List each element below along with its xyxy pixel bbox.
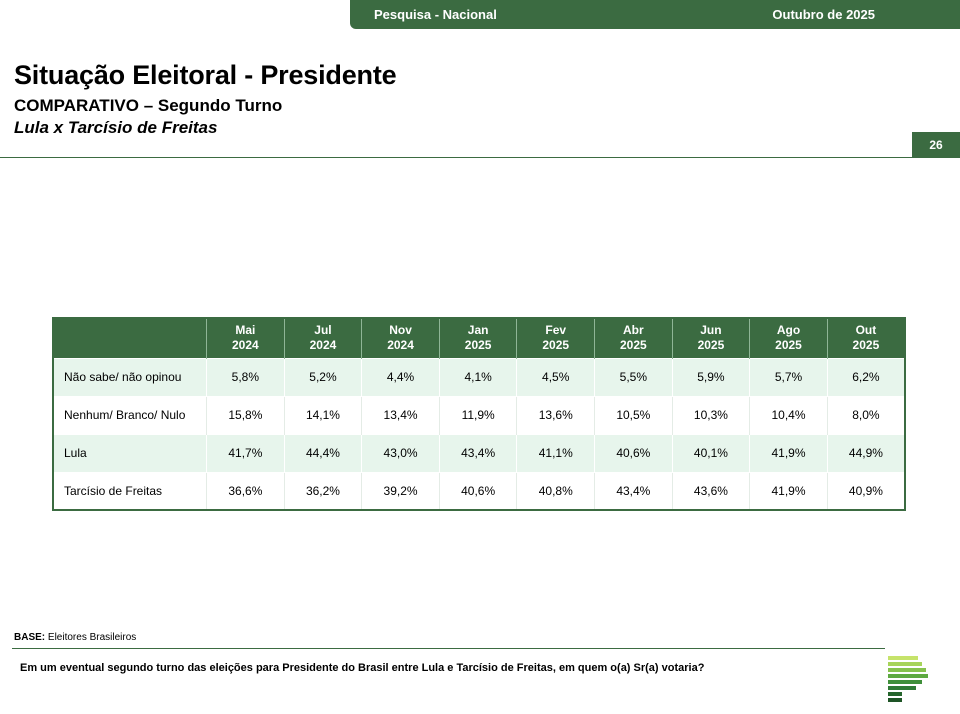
column-header: Jun 2025	[671, 318, 750, 358]
base-label: BASE:	[14, 632, 46, 643]
table-cell: 43,4%	[594, 471, 673, 510]
table-cell: 44,9%	[826, 433, 905, 472]
table-cell: 43,0%	[361, 433, 440, 472]
page-title: Situação Eleitoral - Presidente	[14, 60, 397, 90]
survey-header-bar: Pesquisa - Nacional Outubro de 2025	[350, 0, 960, 29]
column-header: Jul 2024	[283, 318, 362, 358]
table-cell: 39,2%	[361, 471, 440, 510]
table-row: Nenhum/ Branco/ Nulo 15,8% 14,1% 13,4% 1…	[52, 395, 905, 434]
table-cell: 13,6%	[516, 395, 595, 434]
table-cell: 40,9%	[826, 471, 905, 510]
header-divider	[0, 157, 912, 158]
page-subsubtitle: Lula x Tarcísio de Freitas	[14, 118, 218, 137]
row-label: Lula	[53, 433, 207, 472]
table-cell: 10,5%	[594, 395, 673, 434]
table-cell: 4,5%	[516, 357, 595, 396]
table-header-row: Mai 2024 Jul 2024 Nov 2024 Jan 2025 Fev 2025 …	[53, 318, 905, 358]
table-corner-cell	[53, 318, 207, 358]
table-cell: 5,2%	[283, 357, 362, 396]
table-cell: 40,8%	[516, 471, 595, 510]
row-label: Nenhum/ Branco/ Nulo	[52, 395, 207, 434]
table-cell: 41,1%	[516, 433, 595, 472]
table-cell: 13,4%	[361, 395, 440, 434]
base-value: Eleitores Brasileiros	[47, 632, 137, 643]
page-number: 26	[912, 132, 960, 158]
table-cell: 4,4%	[361, 357, 440, 396]
column-header: Out 2025	[826, 318, 905, 358]
table-cell: 5,8%	[206, 357, 285, 396]
table-cell: 43,4%	[438, 433, 517, 472]
table-cell: 14,1%	[283, 395, 362, 434]
column-header: Abr 2025	[594, 318, 673, 358]
survey-label: Pesquisa - Nacional	[374, 7, 497, 22]
brand-logo-icon	[888, 656, 928, 702]
column-header: Ago 2025	[749, 318, 828, 358]
survey-question: Em um eventual segundo turno das eleiçõe…	[20, 662, 705, 674]
table-cell: 15,8%	[206, 395, 285, 434]
base-note: BASE: Eleitores Brasileiros	[14, 632, 136, 643]
table-cell: 40,1%	[671, 433, 750, 472]
table-cell: 36,6%	[206, 471, 285, 510]
table-cell: 41,7%	[206, 433, 285, 472]
table-cell: 4,1%	[438, 357, 517, 396]
table-cell: 11,9%	[438, 395, 517, 434]
table-cell: 6,2%	[826, 357, 905, 396]
table-cell: 40,6%	[438, 471, 517, 510]
table-cell: 40,6%	[594, 433, 673, 472]
table-cell: 44,4%	[283, 433, 362, 472]
table-cell: 5,7%	[749, 357, 828, 396]
page-subtitle: COMPARATIVO – Segundo Turno	[14, 96, 283, 115]
table-cell: 10,3%	[671, 395, 750, 434]
footer-divider	[12, 648, 885, 649]
survey-date: Outubro de 2025	[772, 7, 875, 22]
comparison-table: Mai 2024 Jul 2024 Nov 2024 Jan 2025 Fev 2025 …	[52, 317, 906, 511]
table-cell: 41,9%	[749, 471, 828, 510]
table-cell: 10,4%	[749, 395, 828, 434]
column-header: Mai 2024	[206, 318, 285, 358]
table-cell: 8,0%	[826, 395, 905, 434]
table-row: Tarcísio de Freitas 36,6% 36,2% 39,2% 40…	[52, 471, 905, 510]
table-cell: 36,2%	[283, 471, 362, 510]
table-cell: 41,9%	[749, 433, 828, 472]
table-cell: 5,9%	[671, 357, 750, 396]
column-header: Jan 2025	[438, 318, 517, 358]
table-cell: 5,5%	[594, 357, 673, 396]
row-label: Não sabe/ não opinou	[53, 357, 207, 396]
table-row: Lula 41,7% 44,4% 43,0% 43,4% 41,1% 40,6%…	[53, 433, 905, 472]
table-cell: 43,6%	[671, 471, 750, 510]
table-row: Não sabe/ não opinou 5,8% 5,2% 4,4% 4,1%…	[53, 357, 905, 396]
column-header: Nov 2024	[361, 318, 440, 358]
column-header: Fev 2025	[516, 318, 595, 358]
row-label: Tarcísio de Freitas	[52, 471, 207, 510]
